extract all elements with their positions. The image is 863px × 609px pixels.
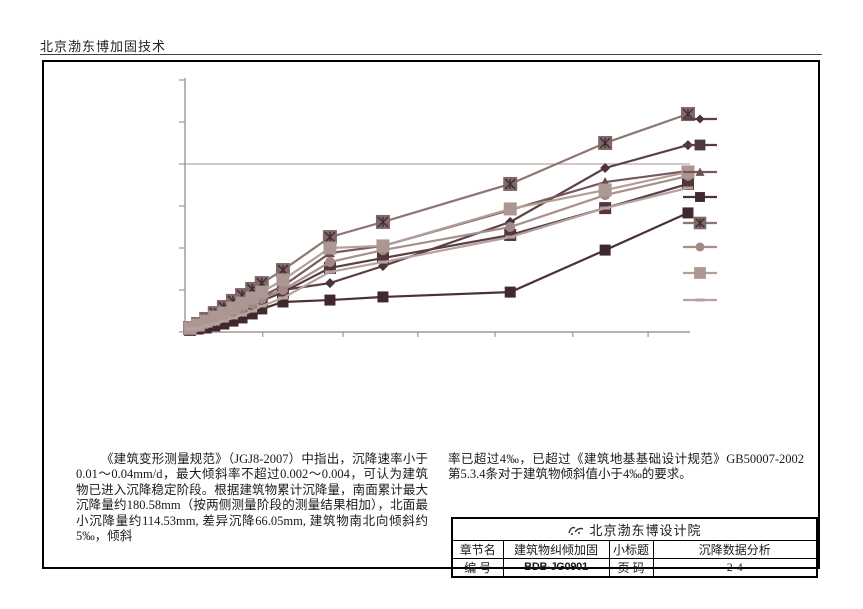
page-value: 2-4 [652,557,818,577]
title-block: 北京渤东博设计院 章节名 建筑物纠倾加固 小标题 沉降数据分析 编 号 BDB-… [451,517,818,578]
settlement-line-chart [179,78,717,337]
company-name: 北京渤东博设计院 [589,522,702,538]
page-header-title: 北京渤东博加固技术 [40,39,167,54]
body-text-right-column: 率已超过4‰，已超过《建筑地基基础设计规范》GB50007-2002第5.3.4… [448,452,804,482]
chapter-value: 建筑物纠倾加固 [502,539,610,559]
page-label: 页 码 [608,557,654,577]
subtitle-label: 小标题 [608,539,654,559]
header-rule [40,54,822,55]
number-value: BDB-JG0901 [502,557,610,577]
subtitle-value: 沉降数据分析 [652,539,818,559]
sheet-frame [42,60,820,569]
number-label: 编 号 [451,557,504,577]
company-name-cell: 北京渤东博设计院 [451,517,818,541]
chapter-label: 章节名 [451,539,504,559]
company-logo-icon [568,526,584,535]
body-text-left-column: 《建筑变形测量规范》（JGJ8-2007）中指出，沉降速率小于0.01～0.04… [76,452,428,544]
